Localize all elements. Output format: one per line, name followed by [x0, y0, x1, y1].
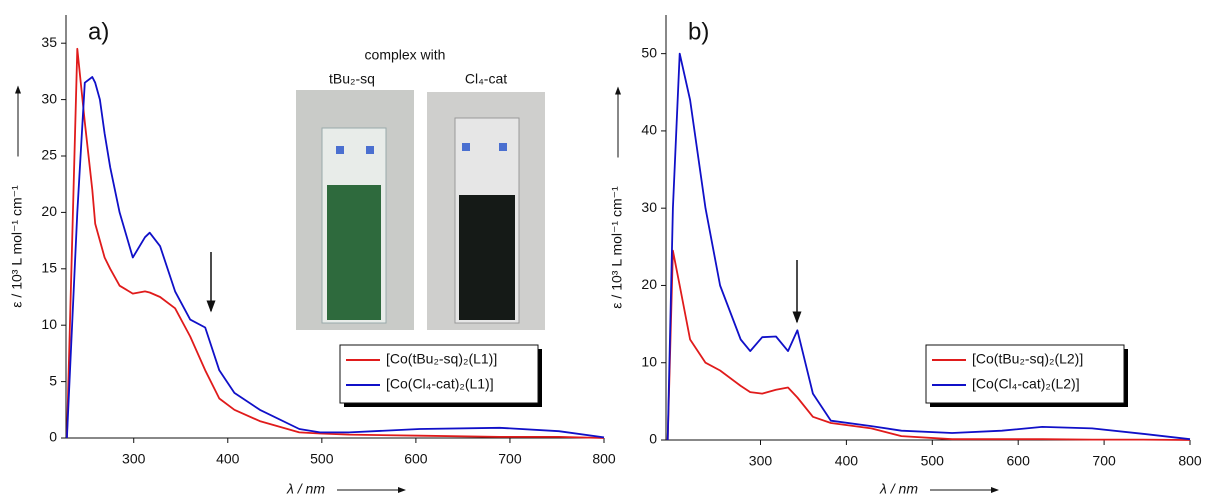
x-tick-label: 300 — [749, 453, 773, 469]
y-tick-label: 20 — [41, 203, 57, 219]
x-tick-label: 300 — [122, 451, 146, 467]
y-tick-label: 25 — [41, 147, 57, 163]
x-tick-label: 600 — [404, 451, 428, 467]
legend-label: [Co(Cl₄-cat)₂(L2)] — [972, 376, 1080, 392]
y-axis-label: ε / 10³ L mol⁻¹ cm⁻¹ — [9, 185, 25, 308]
data-line — [66, 76, 605, 439]
data-line — [666, 249, 1191, 441]
y-tick-label: 40 — [641, 122, 657, 138]
panel-label: a) — [88, 18, 109, 45]
panel-label: b) — [688, 18, 709, 45]
data-line — [666, 52, 1191, 441]
y-tick-label: 0 — [49, 429, 57, 445]
y-axis-label: ε / 10³ L mol⁻¹ cm⁻¹ — [609, 186, 625, 309]
inset-label: Cl₄-cat — [465, 71, 507, 87]
y-tick-label: 20 — [641, 276, 657, 292]
x-axis-label: λ / nm — [879, 481, 918, 497]
legend — [339, 344, 539, 404]
y-tick-label: 10 — [41, 316, 57, 332]
x-tick-label: 400 — [835, 453, 859, 469]
inset-label: tBu₂-sq — [329, 71, 375, 87]
x-tick-label: 500 — [921, 453, 945, 469]
y-tick-label: 50 — [641, 44, 657, 60]
y-tick-label: 30 — [41, 90, 57, 106]
y-tick-label: 5 — [49, 372, 57, 388]
data-line — [66, 47, 605, 439]
x-axis-label: λ / nm — [286, 481, 325, 497]
x-tick-label: 800 — [592, 451, 616, 467]
y-tick-label: 35 — [41, 34, 57, 50]
x-tick-label: 700 — [1092, 453, 1116, 469]
inset-title: complex with — [365, 47, 446, 63]
legend-label: [Co(tBu₂-sq)₂(L1)] — [386, 351, 497, 367]
x-tick-label: 700 — [498, 451, 522, 467]
y-tick-label: 10 — [641, 353, 657, 369]
inset-photo — [296, 90, 545, 330]
x-tick-label: 600 — [1007, 453, 1031, 469]
y-tick-label: 0 — [649, 431, 657, 447]
y-tick-label: 15 — [41, 260, 57, 276]
y-tick-label: 30 — [641, 199, 657, 215]
x-tick-label: 800 — [1178, 453, 1202, 469]
x-tick-label: 400 — [216, 451, 240, 467]
legend-label: [Co(Cl₄-cat)₂(L1)] — [386, 376, 494, 392]
x-tick-label: 500 — [310, 451, 334, 467]
legend-label: [Co(tBu₂-sq)₂(L2)] — [972, 351, 1083, 367]
legend — [925, 344, 1125, 404]
